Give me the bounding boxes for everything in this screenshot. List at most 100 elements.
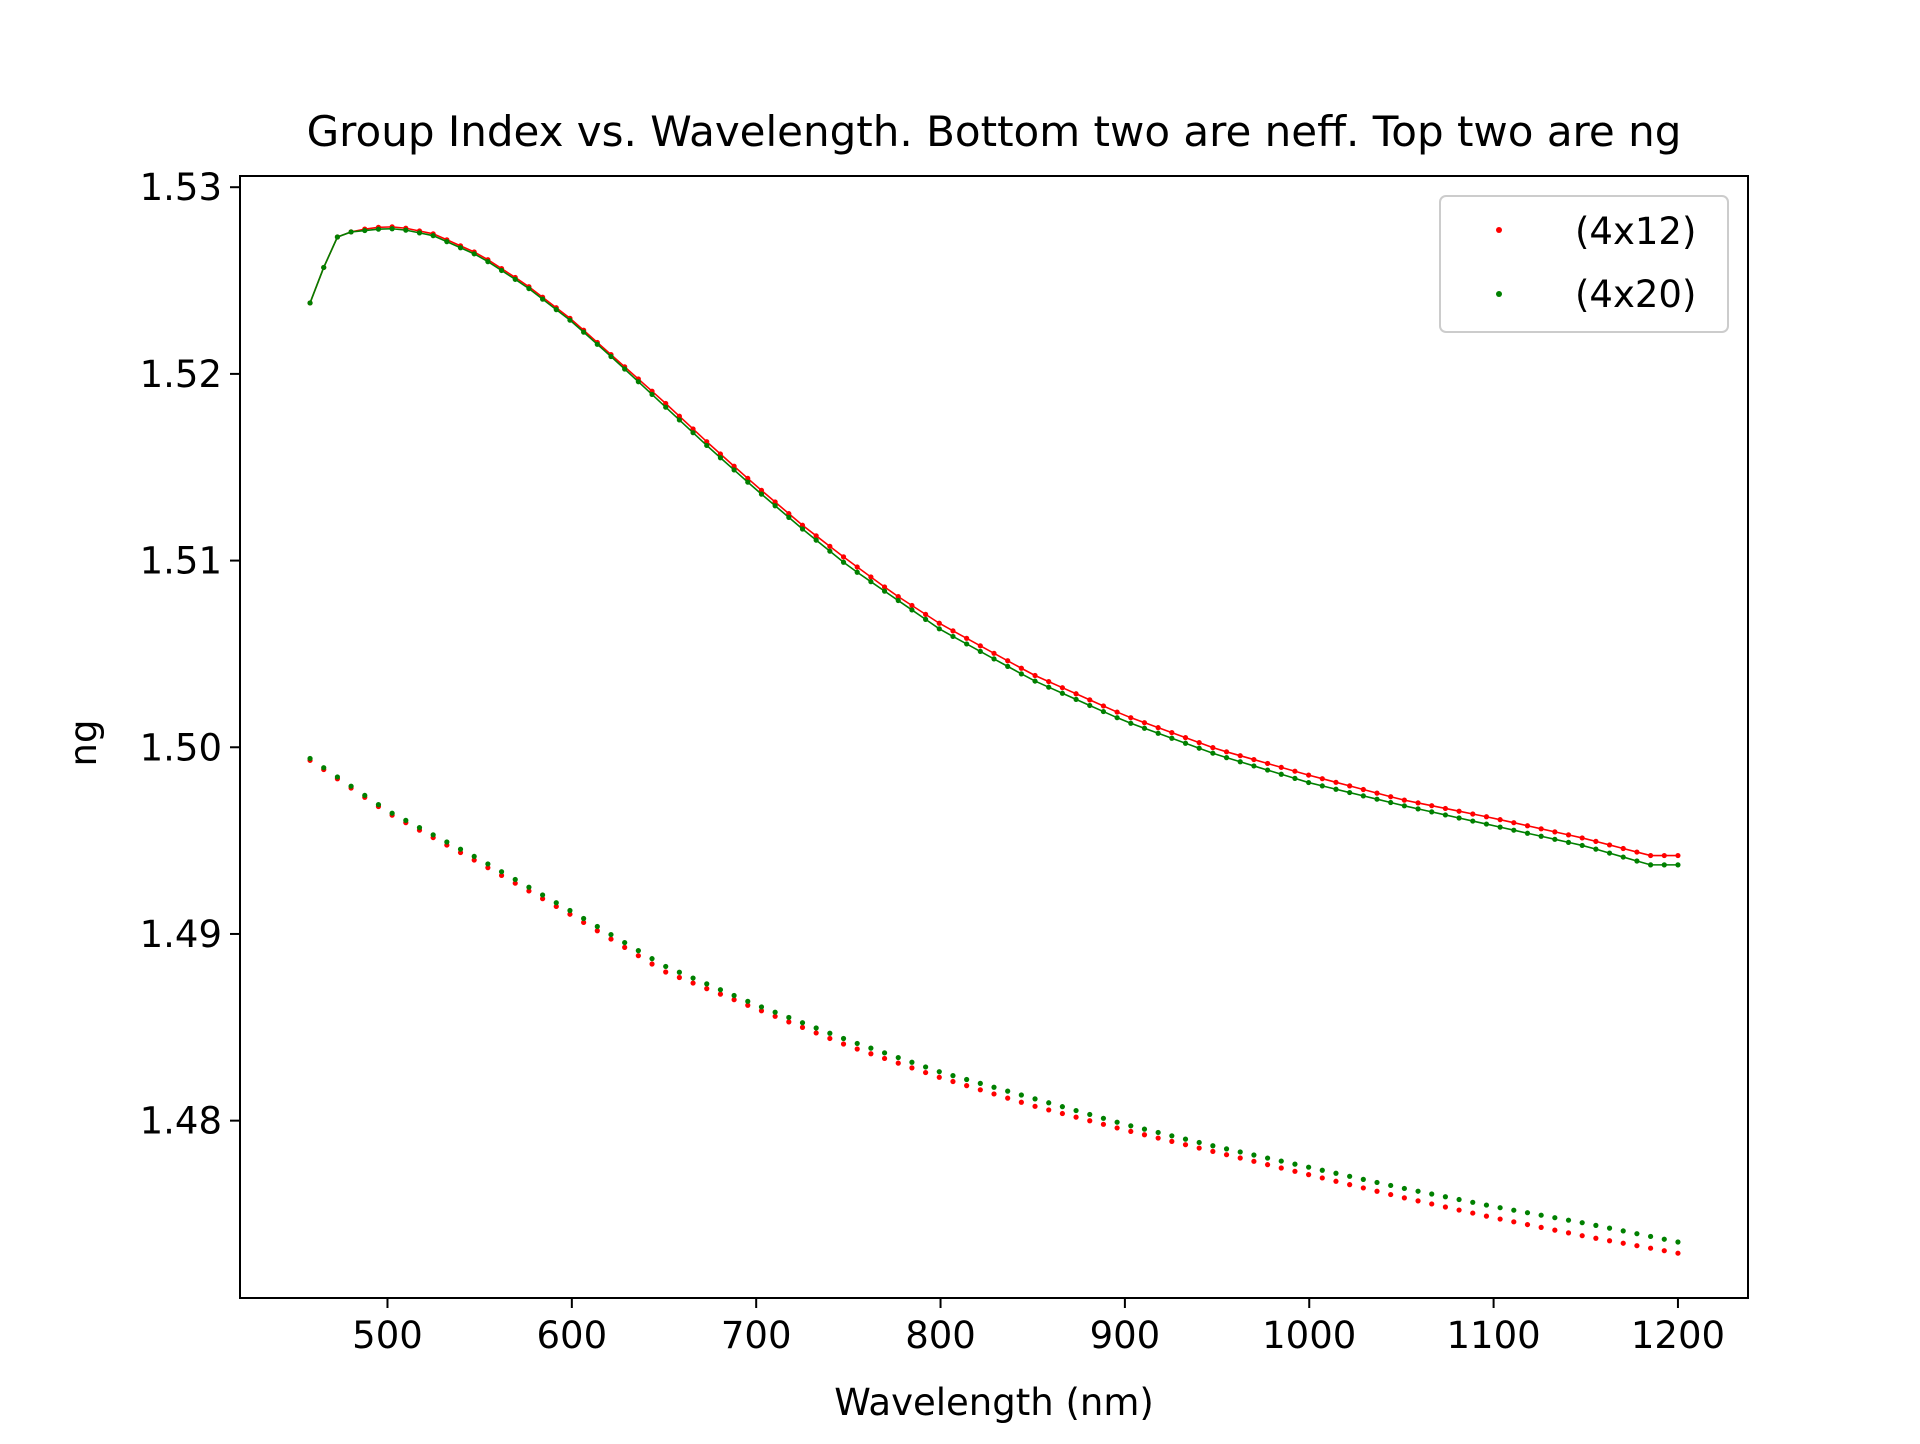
data-point-4x12-neff [690, 980, 696, 986]
data-point-4x20-neff [991, 1084, 997, 1090]
data-point-4x20-neff [362, 792, 368, 799]
data-point-4x20-ng [936, 626, 942, 632]
data-point-4x12-neff [881, 1055, 888, 1062]
data-point-4x20-ng [1401, 803, 1407, 809]
x-tick-label: 900 [1090, 1314, 1161, 1357]
data-point-4x20-ng [1141, 725, 1148, 731]
data-point-4x20-neff [1538, 1212, 1544, 1218]
data-point-4x12-neff [854, 1046, 860, 1052]
data-point-4x20-ng [1593, 846, 1599, 852]
data-point-4x12-neff [594, 928, 600, 934]
data-point-4x12-neff [1647, 1245, 1654, 1251]
data-point-4x20-ng [1606, 850, 1613, 856]
data-point-4x12-neff [813, 1030, 819, 1036]
plot-frame [239, 175, 1749, 1299]
data-point-4x20-neff [745, 998, 751, 1004]
data-point-4x20-ng [1429, 809, 1435, 815]
data-point-4x20-neff [1360, 1176, 1366, 1182]
data-point-4x12-neff [1388, 1191, 1394, 1198]
data-point-4x20-ng [567, 317, 573, 323]
data-point-4x12-neff [498, 872, 505, 879]
data-point-4x20-ng [950, 633, 956, 640]
data-point-4x12-neff [1470, 1210, 1476, 1216]
data-point-4x20-neff [498, 869, 505, 875]
data-point-4x20-ng [430, 233, 436, 239]
data-point-4x20-neff [540, 892, 546, 898]
data-point-4x20-neff [526, 884, 532, 890]
data-point-4x12-neff [1073, 1114, 1079, 1120]
data-point-4x20-ng [498, 267, 505, 274]
data-point-4x12-neff [717, 991, 724, 997]
data-point-4x20-neff [881, 1050, 888, 1056]
data-point-4x12-ng [840, 554, 847, 560]
data-point-4x20-ng [307, 300, 313, 306]
data-point-4x20-neff [923, 1064, 929, 1070]
data-point-4x12-neff [786, 1019, 792, 1025]
data-point-4x20-neff [375, 802, 382, 808]
data-point-4x20-neff [1442, 1194, 1448, 1200]
data-point-4x12-neff [1100, 1121, 1107, 1127]
data-point-4x12-ng [1333, 779, 1339, 785]
data-point-4x12-neff [868, 1051, 874, 1057]
data-point-4x12-ng [1018, 665, 1024, 671]
data-point-4x12-neff [622, 944, 628, 950]
data-point-4x20-neff [663, 963, 669, 970]
data-point-4x20-neff [1046, 1100, 1052, 1106]
data-point-4x20-ng [1388, 799, 1394, 806]
data-point-4x12-ng [1182, 735, 1189, 741]
data-point-4x12-ng [1634, 849, 1640, 855]
data-point-4x20-ng [1552, 836, 1558, 842]
data-point-4x12-ng [1374, 790, 1380, 796]
data-point-4x20-ng [909, 607, 915, 613]
data-point-4x20-ng [1347, 789, 1353, 796]
data-point-4x20-ng [649, 391, 655, 398]
data-point-4x20-neff [717, 987, 724, 993]
data-point-4x12-neff [704, 986, 710, 992]
data-point-4x12-ng [881, 584, 888, 590]
data-point-4x20-ng [854, 569, 860, 575]
data-point-4x12-ng [1251, 756, 1257, 763]
data-point-4x20-ng [622, 366, 628, 372]
data-point-4x20-ng [1169, 735, 1175, 741]
data-point-4x12-neff [1018, 1099, 1024, 1105]
data-point-4x20-neff [950, 1073, 956, 1079]
data-point-4x12-neff [1196, 1145, 1202, 1151]
data-point-4x20-neff [936, 1069, 942, 1075]
data-point-4x20-ng [1128, 720, 1134, 726]
data-point-4x20-neff [1182, 1136, 1189, 1142]
data-point-4x20-neff [690, 975, 696, 981]
data-point-4x12-neff [1538, 1224, 1544, 1230]
data-point-4x20-neff [1497, 1205, 1503, 1211]
data-point-4x12-ng [1100, 703, 1107, 709]
data-point-4x20-neff [1032, 1096, 1038, 1102]
data-point-4x12-ng [1388, 794, 1394, 800]
data-point-4x20-neff [1347, 1173, 1353, 1179]
y-tick-label: 1.50 [140, 726, 222, 769]
data-point-4x20-ng [964, 641, 970, 647]
data-point-4x20-ng [1073, 696, 1079, 702]
data-point-4x12-ng [1059, 685, 1065, 691]
y-tick-label: 1.48 [140, 1100, 222, 1143]
data-point-4x20-ng [690, 430, 696, 436]
data-point-4x12-neff [1333, 1178, 1339, 1184]
data-point-4x12-neff [1306, 1172, 1312, 1178]
data-point-4x12-neff [1292, 1168, 1298, 1174]
data-point-4x20-neff [1141, 1126, 1148, 1132]
data-point-4x20-neff [1223, 1146, 1230, 1152]
data-point-4x12-ng [1442, 805, 1448, 812]
data-point-4x20-ng [1647, 862, 1654, 868]
data-point-4x12-neff [1169, 1138, 1175, 1144]
data-point-4x20-ng [416, 230, 423, 236]
data-point-4x12-neff [663, 969, 669, 975]
data-point-4x20-neff [1401, 1185, 1407, 1192]
data-point-4x20-ng [553, 307, 559, 313]
data-point-4x20-ng [1306, 779, 1312, 786]
data-point-4x12-neff [1634, 1243, 1640, 1249]
data-point-4x12-neff [1210, 1148, 1216, 1154]
data-point-4x12-neff [1456, 1207, 1462, 1213]
data-point-4x12-ng [1565, 832, 1572, 838]
data-point-4x12-neff [1497, 1216, 1503, 1222]
data-point-4x12-neff [840, 1041, 847, 1047]
data-point-4x20-neff [1333, 1170, 1339, 1176]
legend: (4x12) (4x20) [1439, 195, 1729, 333]
